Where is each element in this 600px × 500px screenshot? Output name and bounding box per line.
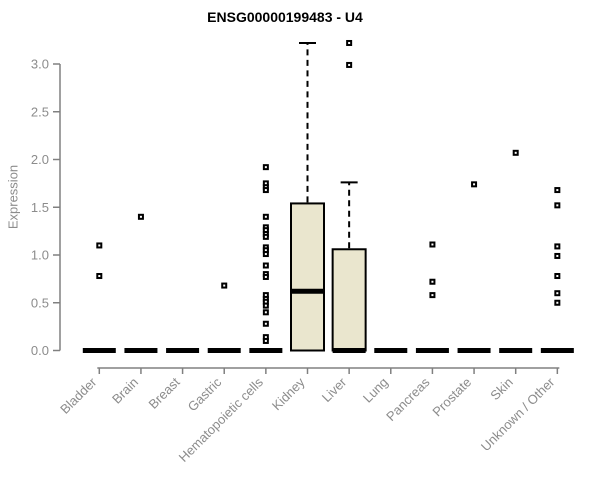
outlier-point: [262, 180, 269, 187]
outlier-point: [429, 278, 436, 285]
y-tick-label: 1.0: [31, 248, 49, 263]
outlier-point: [429, 241, 436, 248]
outlier-point: [554, 252, 561, 259]
chart-title: ENSG00000199483 - U4: [207, 9, 363, 25]
box-skin: [499, 149, 533, 353]
outlier-point: [262, 213, 269, 220]
outlier-point: [262, 247, 269, 254]
y-tick-label: 3.0: [31, 57, 49, 72]
outlier-point: [262, 334, 269, 341]
y-tick-label: 2.5: [31, 104, 49, 119]
y-tick-label: 2.0: [31, 152, 49, 167]
x-tick-label: Liver: [319, 374, 350, 405]
x-tick-label: Breast: [146, 374, 183, 411]
outlier-point: [262, 302, 269, 309]
outlier-point: [96, 242, 103, 249]
box-hematopoietic-cells: [249, 164, 283, 353]
axes: [53, 63, 560, 374]
outlier-point: [554, 299, 561, 306]
outlier-point: [137, 213, 144, 220]
outlier-point: [512, 149, 519, 156]
box-prostate: [457, 181, 491, 353]
box-liver: [331, 39, 367, 353]
box-pancreas: [415, 241, 449, 353]
outlier-point: [221, 282, 228, 289]
outlier-point: [262, 187, 269, 194]
outlier-point: [262, 164, 269, 171]
outlier-point: [554, 202, 561, 209]
x-tick-label: Skin: [487, 375, 515, 403]
outlier-point: [429, 292, 436, 299]
x-tick-label: Kidney: [269, 374, 308, 413]
outlier-point: [96, 273, 103, 280]
x-tick-label: Bladder: [57, 374, 100, 417]
outlier-point: [262, 309, 269, 316]
outlier-point: [262, 337, 269, 344]
outlier-point: [554, 273, 561, 280]
outlier-point: [346, 61, 353, 68]
outlier-point: [262, 233, 269, 240]
outlier-point: [554, 187, 561, 194]
outlier-point: [262, 292, 269, 299]
box-kidney: [290, 41, 325, 352]
outlier-point: [262, 273, 269, 280]
box-bladder: [82, 242, 116, 353]
box-gastric: [207, 282, 241, 353]
y-tick-label: 1.5: [31, 200, 49, 215]
x-tick-label: Unknown / Other: [478, 374, 558, 454]
x-tick-label: Gastric: [185, 374, 225, 414]
outlier-point: [262, 262, 269, 269]
outlier-point: [262, 227, 269, 234]
outlier-point: [554, 290, 561, 297]
y-tick-label: 0.5: [31, 295, 49, 310]
box-rect: [331, 248, 367, 352]
x-tick-label: Prostate: [429, 375, 474, 420]
outlier-point: [554, 243, 561, 250]
outlier-point: [262, 298, 269, 305]
x-tick-label: Brain: [109, 375, 141, 407]
x-tick-label: Pancreas: [383, 374, 433, 424]
box-unknown-other: [540, 187, 574, 353]
box-brain: [124, 213, 158, 353]
outlier-point: [262, 320, 269, 327]
outlier-point: [346, 39, 353, 46]
outlier-point: [262, 251, 269, 258]
y-tick-label: 0.0: [31, 343, 49, 358]
box-rect: [290, 202, 325, 352]
outlier-point: [471, 181, 478, 188]
x-tick-label: Lung: [360, 375, 391, 406]
